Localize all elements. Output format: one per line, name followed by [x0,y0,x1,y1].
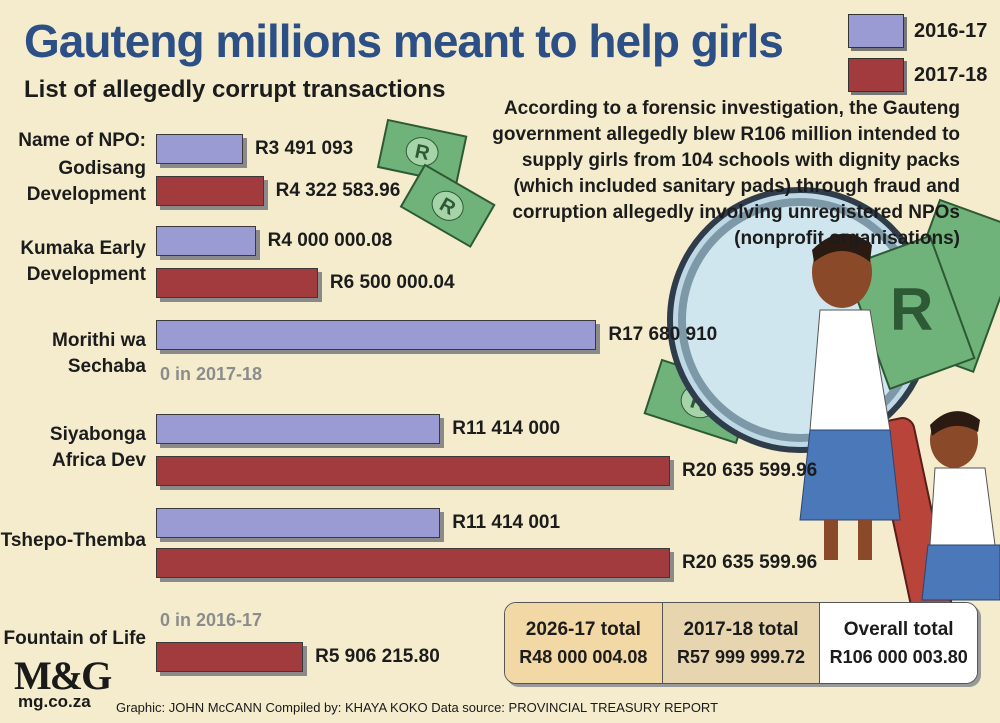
npo-name-line: Africa Dev [52,450,146,471]
npo-name-line: Fountain of Life [3,628,146,649]
bar-value-label: R17 680 910 [608,324,718,345]
site-url: mg.co.za [18,692,91,711]
zero-note-morithi: 0 in 2017-18 [160,364,263,384]
npo-name-line: Godisang [58,158,146,179]
npo-name-line: Morithi wa [52,330,146,351]
bar-2017-18-3 [156,456,670,486]
bar-value-label: R3 491 093 [254,138,354,159]
bar-2017-18-5 [156,642,304,672]
bar-2016-17-4 [156,508,441,538]
total-label: Overall total [843,618,954,640]
page-title: Gauteng millions meant to help girls [24,15,784,67]
npo-name-godisang: Godisang Development [0,156,146,208]
bar-value-label: R4 322 583.96 [275,180,401,201]
totals-table: 2026-17 total R48 000 004.08 2017-18 tot… [504,602,978,684]
credits-line: Graphic: JOHN McCANN Compiled by: KHAYA … [116,700,719,715]
npo-name-line: Development [26,264,146,285]
total-2016-17-cell: 2026-17 total R48 000 004.08 [505,603,663,683]
total-value: R106 000 003.80 [829,646,968,667]
bar-value-label: R4 000 000.08 [267,230,393,251]
npo-name-line: Kumaka Early [20,238,146,259]
total-value: R57 999 999.72 [676,646,806,667]
svg-text:R: R [413,141,432,166]
intro-text: According to a forensic investigation, t… [492,98,960,249]
svg-text:R: R [890,276,933,343]
npo-name-kumaka: Kumaka Early Development [0,236,146,288]
bar-2016-17-0 [156,134,243,164]
schoolgirl-illustration [799,233,901,560]
bar-2016-17-2 [156,320,597,350]
legend-swatch [848,14,904,48]
total-2017-18-cell: 2017-18 total R57 999 999.72 [662,603,821,683]
bar-2017-18-1 [156,268,318,298]
npo-name-fountain: Fountain of Life [0,626,146,652]
bar-2017-18-4 [156,548,670,578]
npo-name-line: Sechaba [67,356,146,377]
bar-value-label: R6 500 000.04 [329,272,455,293]
zero-note-fountain: 0 in 2016-17 [160,610,263,630]
legend-item-2016-17: 2016-17 [848,14,987,48]
npo-name-line: Tshepo-Themba [0,530,146,551]
bar-2017-18-0 [156,176,264,206]
npo-name-line: Siyabonga [49,424,146,445]
bar-2016-17-1 [156,226,256,256]
banknote-icon: R [399,163,496,248]
total-value: R48 000 004.08 [519,646,648,667]
legend-item-2017-18: 2017-18 [848,58,987,92]
total-label: 2026-17 total [525,618,641,640]
bar-value-label: R5 906 215.80 [315,646,440,667]
bar-value-label: R11 414 000 [452,418,561,439]
schoolgirl-illustration [921,411,1000,601]
legend-label: 2016-17 [914,19,988,42]
legend: 2016-17 2017-18 [848,14,987,102]
bar-value-label: R20 635 599.96 [682,460,818,481]
npo-column-header: Name of NPO: [18,130,146,151]
bar-value-label: R11 414 001 [452,512,561,533]
mg-logo: M&G [14,653,112,698]
total-overall-cell: Overall total R106 000 003.80 [820,603,977,683]
total-label: 2017-18 total [683,618,799,640]
npo-name-line: Development [26,184,146,205]
bar-value-label: R20 635 599.96 [682,552,818,573]
banknote-icon: R [376,118,468,185]
npo-name-siyabonga: Siyabonga Africa Dev [0,422,146,474]
bar-2016-17-3 [156,414,441,444]
npo-name-tshepo: Tshepo-Themba [0,528,146,554]
legend-label: 2017-18 [914,63,988,86]
page-subtitle: List of allegedly corrupt transactions [24,76,446,103]
legend-swatch [848,58,904,92]
npo-name-morithi: Morithi wa Sechaba [0,328,146,380]
